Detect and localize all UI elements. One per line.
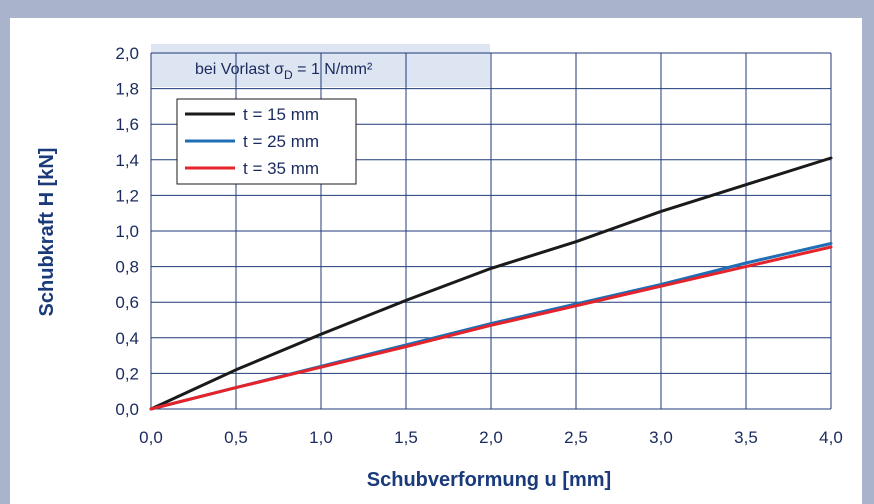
y-tick-label: 0,6: [115, 293, 139, 312]
y-tick-label: 2,0: [115, 44, 139, 63]
x-tick-label: 3,0: [649, 428, 673, 447]
x-tick-label: 0,5: [224, 428, 248, 447]
chart-panel: [10, 18, 862, 504]
x-tick-label: 4,0: [819, 428, 843, 447]
y-tick-label: 1,4: [115, 151, 139, 170]
y-tick-label: 0,8: [115, 258, 139, 277]
series-line: [149, 156, 833, 411]
y-tick-label: 0,0: [115, 400, 139, 419]
annotation-text: bei Vorlast σD = 1 N/mm²: [195, 61, 373, 82]
y-tick-label: 1,0: [115, 222, 139, 241]
y-tick-label: 1,2: [115, 186, 139, 205]
series-lines: [149, 156, 833, 411]
y-axis-title: Schubkraft H [kN]: [36, 148, 58, 317]
x-tick-label: 1,0: [309, 428, 333, 447]
y-tick-label: 0,2: [115, 364, 139, 383]
legend-label: t = 15 mm: [243, 105, 319, 124]
x-tick-label: 3,5: [734, 428, 758, 447]
x-tick-label: 2,5: [564, 428, 588, 447]
legend-label: t = 25 mm: [243, 132, 319, 151]
x-tick-label: 0,0: [139, 428, 163, 447]
tick-labels: 0,0 0,5 1,0 1,5 2,0 2,5 3,0 3,5 4,0 0,0 0,2 0,4 0,6 0…: [115, 44, 842, 447]
x-tick-label: 1,5: [394, 428, 418, 447]
y-tick-label: 1,6: [115, 115, 139, 134]
x-tick-label: 2,0: [479, 428, 503, 447]
series-line: [149, 245, 833, 411]
y-tick-label: 1,8: [115, 80, 139, 99]
y-tick-label: 0,4: [115, 329, 139, 348]
legend-label: t = 35 mm: [243, 159, 319, 178]
x-axis-title: Schubverformung u [mm]: [367, 469, 611, 491]
legend: t = 15 mm t = 25 mm t = 35 mm: [176, 98, 357, 185]
